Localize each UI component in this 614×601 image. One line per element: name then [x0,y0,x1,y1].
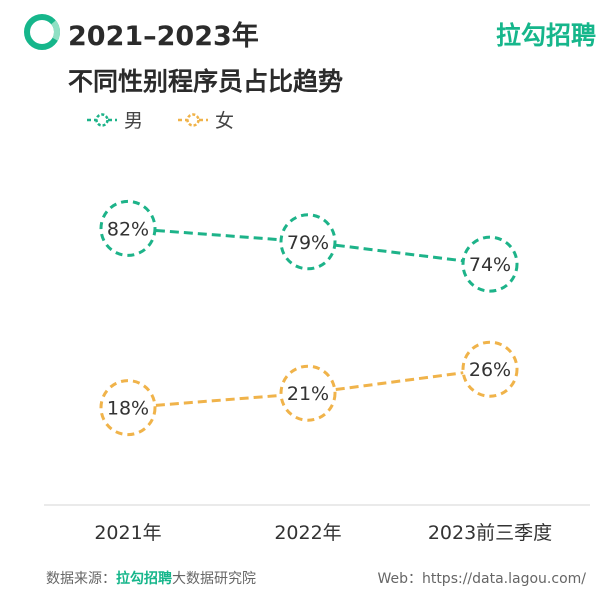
brand-logo-text: 拉勾招聘 [495,21,596,50]
website-url: Web：https://data.lagou.com/ [377,571,586,587]
legend-female-marker-icon [178,112,209,127]
x-tick-label-2: 2023前三季度 [428,522,552,544]
point-female-0 [99,379,157,437]
data-source-prefix: 数据来源： [46,571,116,587]
x-tick-label-0: 2021年 [94,522,161,544]
legend-label-female: 女 [215,110,235,132]
series-female-segment [307,367,491,395]
chart-title-line1: 2021–2023年 [68,21,259,52]
data-label-male-1: 79% [287,232,329,254]
point-male-0 [99,199,157,257]
data-source-suffix: 大数据研究院 [172,571,256,587]
data-label-female-1: 21% [287,383,329,405]
point-female-2 [461,340,519,398]
legend-male-marker-icon [87,112,117,127]
data-label-male-0: 82% [107,218,149,240]
data-source: 数据来源：拉勾招聘大数据研究院 [46,568,256,588]
series-male-segment [307,240,491,266]
x-tick-label-1: 2022年 [274,522,341,544]
lagou-logo-icon [24,14,60,50]
legend-item-female: 女 [177,106,234,133]
series-male-segment [127,226,309,244]
chart-plot: 82% 79% 74% 18% 21% 26% 2021年 2022年 2023前三季度 [44,199,590,544]
data-label-female-0: 18% [107,398,149,420]
point-male-2 [461,235,519,293]
data-label-female-2: 26% [469,359,511,381]
data-label-male-2: 74% [469,254,511,276]
point-male-1 [279,213,337,271]
point-female-1 [279,364,337,422]
legend-label-male: 男 [124,110,144,132]
data-source-brand: 拉勾招聘 [116,571,172,587]
series-female-segment [127,391,309,410]
legend-item-male: 男 [86,106,143,133]
chart-legend: 男 女 [86,106,234,133]
chart-title-line2: 不同性别程序员占比趋势 [68,67,344,96]
